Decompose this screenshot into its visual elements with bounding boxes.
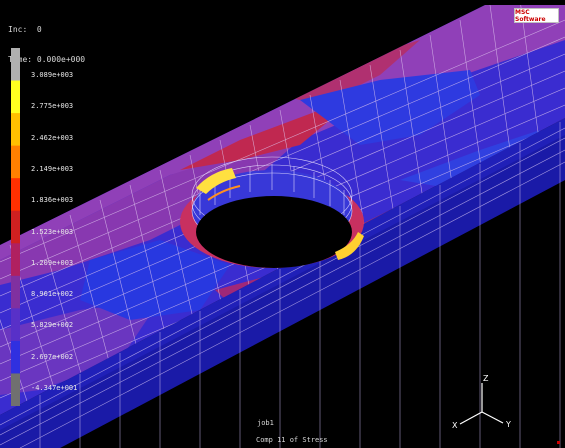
inc-label: Inc: [8,25,28,34]
hole-opening [196,196,352,268]
legend-value: 2.149e+003 [31,164,74,173]
y-axis-label: Y [505,420,511,429]
legend-value: 2.697e+002 [31,352,74,361]
z-axis-label: Z [483,374,489,383]
x-axis-label: X [452,421,458,430]
legend-swatch [11,48,20,82]
legend-value: 3.089e+003 [31,71,74,79]
corner-marker [557,441,560,444]
legend-swatch [11,113,20,147]
job-name: job1 [257,419,274,427]
y-axis-line [481,411,504,424]
legend-swatch [11,373,20,406]
legend-value: 1.836e+003 [31,196,74,205]
legend-value: 1.209e+003 [31,258,74,267]
legend-swatch [11,210,20,244]
legend-color-bar [11,48,20,406]
stress-hotspot-lower [335,232,364,260]
legend-value: -4.347e+001 [31,384,78,392]
legend-value: 8.961e+002 [31,290,74,299]
time-label: Time: [8,55,33,64]
logo-text: MSC Software [515,8,546,23]
legend-swatch [11,308,20,342]
component-label: Comp 11 of Stress [256,436,328,444]
legend-value: 5.829e+002 [31,321,74,330]
legend-swatch [11,178,20,212]
stress-hotspot-upper [196,168,236,194]
legend-swatch [11,340,20,374]
header-info: Inc: 0 Time: 0.000e+000 [8,5,85,75]
legend-swatch [11,275,20,309]
inc-value: 0 [36,25,42,34]
legend-swatch [11,145,20,179]
x-axis-line [459,411,483,425]
legend-value: 1.523e+003 [31,227,74,236]
legend-value: 2.775e+003 [31,102,74,111]
plate-side-face-shade [0,135,565,448]
legend-swatch [11,80,20,114]
legend-value: 2.462e+003 [31,133,74,142]
msc-software-logo: MSC Software [514,8,559,23]
stress-hotspot-glow [207,185,241,201]
legend-swatch [11,243,20,277]
mesh-grid-side [0,122,565,448]
time-value: 0.000e+000 [36,55,86,64]
axis-triad [459,383,504,425]
